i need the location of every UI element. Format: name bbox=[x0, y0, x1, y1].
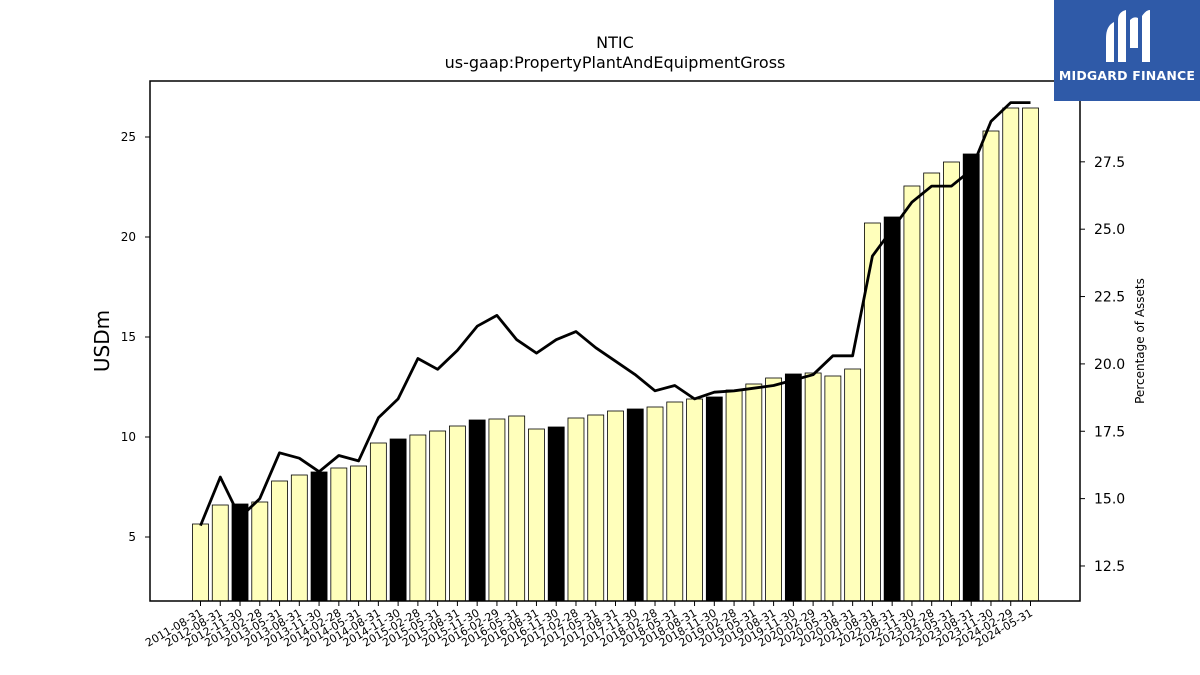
ratio-line bbox=[199, 101, 1031, 527]
bar-2013-11-30 bbox=[310, 471, 328, 602]
right-axis: 12.5 15.0 17.5 20.0 22.5 25.0 27.5 bbox=[1080, 155, 1125, 575]
bar-2018-11-30 bbox=[705, 396, 723, 602]
bars-group bbox=[192, 107, 1039, 602]
bar-2017-08-31 bbox=[607, 410, 624, 602]
bar-2013-05-31 bbox=[271, 480, 288, 602]
bar-2016-05-31 bbox=[508, 415, 526, 602]
bar-2014-02-28 bbox=[330, 467, 348, 602]
bar-2018-08-31 bbox=[686, 398, 703, 602]
bar-2015-02-28 bbox=[409, 434, 427, 602]
bar-2019-05-31 bbox=[745, 383, 763, 602]
brand-name: MIDGARD FINANCE bbox=[1058, 68, 1196, 83]
bar-2019-02-28 bbox=[725, 389, 743, 602]
y-tick-label: 15 bbox=[121, 330, 136, 344]
bar-2012-08-31 bbox=[211, 504, 229, 602]
bar-2015-08-31 bbox=[449, 425, 466, 602]
bar-2024-05-31 bbox=[1022, 107, 1039, 602]
bar-2024-02-29 bbox=[1002, 107, 1020, 602]
x-axis: 2011-08-312012-08-312012-11-302013-02-28… bbox=[143, 601, 1035, 650]
y-axis-label: USDm bbox=[90, 310, 114, 372]
bar-2022-08-31 bbox=[883, 216, 901, 602]
bar-2017-05-31 bbox=[587, 414, 605, 602]
bar-2016-11-30 bbox=[547, 426, 565, 602]
bar-2019-11-30 bbox=[784, 373, 802, 602]
bar-2011-08-31 bbox=[192, 523, 209, 602]
bar-2015-11-30 bbox=[468, 419, 486, 602]
midgard-logo-icon bbox=[1106, 10, 1150, 62]
bar-2016-08-31 bbox=[528, 428, 545, 602]
bar-2017-11-30 bbox=[626, 408, 644, 602]
bar-2020-02-29 bbox=[804, 372, 822, 602]
y2-tick-label: 25.0 bbox=[1094, 222, 1125, 238]
y-tick-label: 10 bbox=[121, 430, 136, 444]
bar-2014-08-31 bbox=[369, 442, 387, 602]
y2-tick-label: 27.5 bbox=[1094, 155, 1125, 171]
bar-2014-11-30 bbox=[389, 438, 407, 602]
bar-2023-02-28 bbox=[923, 172, 941, 602]
y2-tick-label: 22.5 bbox=[1094, 290, 1125, 306]
bar-2013-02-28 bbox=[251, 501, 269, 602]
bar-2023-08-31 bbox=[962, 153, 980, 602]
chart-title: NTIC bbox=[596, 33, 634, 52]
y2-tick-label: 15.0 bbox=[1094, 492, 1125, 508]
y-tick-label: 20 bbox=[121, 230, 136, 244]
y-tick-label: 5 bbox=[128, 530, 136, 544]
bar-2018-05-31 bbox=[666, 401, 684, 602]
chart-subtitle: us-gaap:PropertyPlantAndEquipmentGross bbox=[445, 53, 786, 72]
bar-2020-08-31 bbox=[844, 368, 862, 602]
y-tick-label: 25 bbox=[121, 130, 136, 144]
y2-tick-label: 17.5 bbox=[1094, 424, 1125, 440]
left-axis: 5 10 15 20 25 bbox=[121, 130, 150, 544]
brand-logo: MIDGARD FINANCE bbox=[1054, 0, 1200, 101]
bar-2023-05-31 bbox=[943, 161, 960, 602]
y2-axis-label: Percentage of Assets bbox=[1133, 278, 1147, 404]
bar-2017-02-28 bbox=[567, 417, 585, 602]
line-group bbox=[199, 101, 1031, 527]
bar-2020-05-31 bbox=[824, 375, 842, 602]
y2-tick-label: 12.5 bbox=[1094, 559, 1125, 575]
bar-2022-11-30 bbox=[903, 185, 921, 602]
bar-2013-08-31 bbox=[290, 474, 308, 602]
y2-tick-label: 20.0 bbox=[1094, 357, 1125, 373]
bar-2018-02-28 bbox=[646, 406, 664, 602]
bar-2023-11-30 bbox=[982, 130, 1000, 602]
bar-2016-02-29 bbox=[488, 418, 506, 602]
bar-2014-05-31 bbox=[350, 465, 367, 602]
bar-2019-08-31 bbox=[765, 377, 782, 602]
bar-2015-05-31 bbox=[429, 430, 447, 602]
